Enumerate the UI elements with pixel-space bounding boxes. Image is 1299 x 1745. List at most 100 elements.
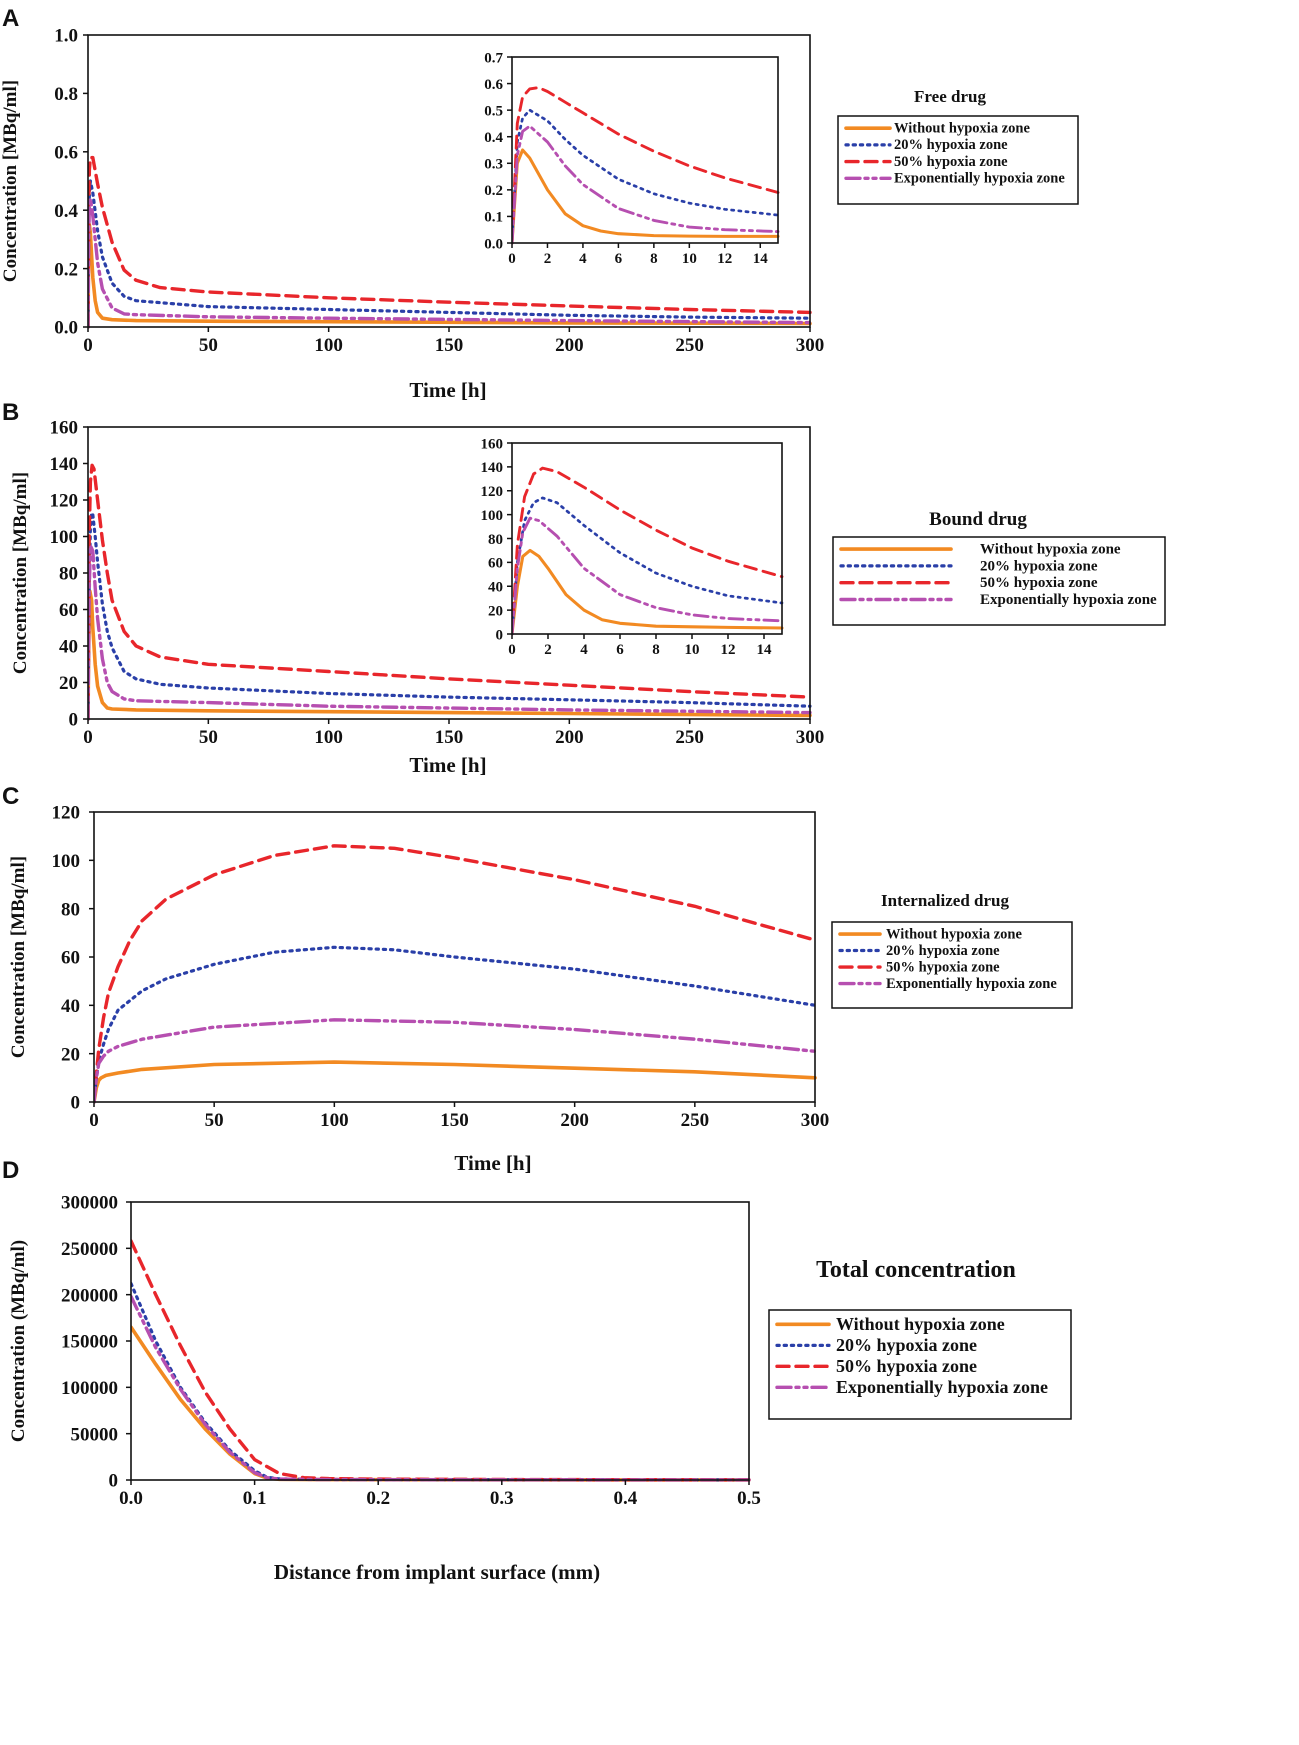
x-tick-label: 0 bbox=[89, 1110, 99, 1131]
x-tick-label: 8 bbox=[650, 251, 658, 267]
series-line-dash bbox=[94, 844, 817, 1104]
y-tick-label: 20 bbox=[488, 603, 503, 619]
y-tick-label: 1.0 bbox=[54, 26, 78, 47]
y-tick-label: 0 bbox=[71, 1093, 81, 1114]
x-axis-title: Time [h] bbox=[409, 378, 486, 402]
y-tick-label: 200000 bbox=[61, 1285, 118, 1306]
y-axis-title: Concentration [MBq/ml] bbox=[10, 472, 31, 674]
inset-background bbox=[512, 443, 782, 634]
inset-background bbox=[512, 57, 778, 243]
series-line-dash bbox=[512, 86, 780, 245]
x-tick-label: 300 bbox=[796, 727, 825, 748]
x-axis-title: Time [h] bbox=[454, 1151, 531, 1175]
x-tick-label: 0 bbox=[83, 727, 93, 748]
y-tick-label: 40 bbox=[59, 637, 78, 658]
x-tick-label: 200 bbox=[555, 727, 584, 748]
legend-label: 20% hypoxia zone bbox=[836, 1335, 977, 1355]
y-tick-label: 300000 bbox=[61, 1193, 118, 1214]
y-tick-label: 250000 bbox=[61, 1239, 118, 1260]
legend-label: Without hypoxia zone bbox=[836, 1314, 1005, 1334]
x-tick-label: 50 bbox=[199, 335, 218, 356]
x-tick-label: 0.1 bbox=[243, 1488, 267, 1509]
chart-title: Internalized drug bbox=[881, 891, 1009, 910]
a-inset-chart: 0 2 4 6 8 10 12 14 0.0 0.1 0.2 0.3 0.4 0.5 0.6 0.7 bbox=[484, 50, 780, 267]
y-tick-label: 140 bbox=[481, 460, 504, 476]
panel-label: A bbox=[2, 5, 19, 32]
x-tick-label: 0 bbox=[508, 251, 516, 267]
y-tick-label: 0.2 bbox=[54, 259, 78, 280]
y-tick-label: 0.7 bbox=[484, 50, 503, 66]
x-tick-label: 300 bbox=[801, 1110, 830, 1131]
legend-label: Exponentially hypoxia zone bbox=[836, 1377, 1048, 1397]
y-tick-label: 0.0 bbox=[54, 318, 78, 339]
series-line-dashdot bbox=[131, 1294, 751, 1482]
y-axis-title: Concentration [MBq/ml] bbox=[0, 80, 21, 282]
legend-label: 50% hypoxia zone bbox=[836, 1356, 977, 1376]
x-tick-label: 150 bbox=[440, 1110, 469, 1131]
legend-box bbox=[831, 921, 1073, 1009]
legend-label: Exponentially hypoxia zone bbox=[894, 171, 1065, 187]
y-tick-label: 120 bbox=[481, 484, 504, 500]
series-line-solid bbox=[131, 1325, 751, 1482]
y-tick-label: 0.6 bbox=[484, 77, 503, 93]
plot-frame bbox=[130, 1201, 750, 1481]
x-tick-label: 10 bbox=[682, 251, 697, 267]
series-line-solid bbox=[512, 148, 780, 245]
y-tick-label: 120 bbox=[50, 491, 79, 512]
legend-label: Without hypoxia zone bbox=[894, 121, 1030, 137]
legend-box bbox=[837, 115, 1079, 205]
y-tick-label: 150000 bbox=[61, 1332, 118, 1353]
series-line-dash bbox=[512, 466, 784, 636]
series-line-dashdot bbox=[88, 196, 812, 329]
x-tick-label: 0.2 bbox=[366, 1488, 390, 1509]
panel-a: A Time [h] Concentration [MBq/ml] Free drug… bbox=[0, 5, 1079, 402]
x-tick-label: 200 bbox=[560, 1110, 589, 1131]
panel-label: C bbox=[2, 783, 19, 810]
series-line-dashdot bbox=[94, 1018, 817, 1104]
y-tick-label: 0 bbox=[69, 710, 79, 731]
legend-box bbox=[768, 1309, 1072, 1420]
series-line-solid bbox=[512, 548, 784, 636]
y-tick-label: 100 bbox=[52, 851, 81, 872]
x-tick-label: 4 bbox=[580, 642, 588, 658]
y-tick-label: 40 bbox=[488, 580, 503, 596]
x-tick-label: 100 bbox=[320, 1110, 349, 1131]
x-tick-label: 100 bbox=[314, 727, 343, 748]
x-tick-label: 300 bbox=[796, 335, 825, 356]
y-tick-label: 0.1 bbox=[484, 210, 503, 226]
x-tick-label: 0.5 bbox=[737, 1488, 761, 1509]
chart-title: Bound drug bbox=[929, 509, 1027, 530]
series-line-dashdot bbox=[512, 516, 784, 636]
panel-label: B bbox=[2, 399, 19, 426]
y-tick-label: 100000 bbox=[61, 1378, 118, 1399]
x-tick-label: 250 bbox=[675, 727, 704, 748]
x-tick-label: 0 bbox=[83, 335, 93, 356]
x-tick-label: 250 bbox=[675, 335, 704, 356]
legend-label: 50% hypoxia zone bbox=[980, 575, 1098, 591]
y-tick-label: 0.2 bbox=[484, 183, 503, 199]
panel-label: D bbox=[2, 1157, 19, 1184]
series-line-dashdot bbox=[512, 124, 780, 245]
y-tick-label: 20 bbox=[59, 673, 78, 694]
x-tick-label: 10 bbox=[685, 642, 700, 658]
y-tick-label: 0 bbox=[109, 1471, 119, 1492]
y-tick-label: 60 bbox=[59, 600, 78, 621]
y-axis-title: Concentration [MBq/ml] bbox=[8, 856, 29, 1058]
x-tick-label: 0 bbox=[508, 642, 516, 658]
y-tick-label: 0 bbox=[496, 627, 504, 643]
y-tick-label: 0.8 bbox=[54, 84, 78, 105]
chart-title: Free drug bbox=[914, 87, 986, 106]
y-tick-label: 20 bbox=[61, 1044, 80, 1065]
x-tick-label: 150 bbox=[435, 727, 464, 748]
y-tick-label: 160 bbox=[481, 436, 504, 452]
y-tick-label: 120 bbox=[52, 803, 81, 824]
c-main-chart: 0 50 100 150 200 250 300 0 20 40 60 80 100 120 bbox=[52, 803, 830, 1131]
y-axis-title: Concentration (MBq/ml) bbox=[8, 1240, 29, 1442]
x-tick-label: 2 bbox=[544, 251, 552, 267]
y-tick-label: 0.4 bbox=[54, 201, 78, 222]
legend-label: 20% hypoxia zone bbox=[894, 137, 1008, 153]
